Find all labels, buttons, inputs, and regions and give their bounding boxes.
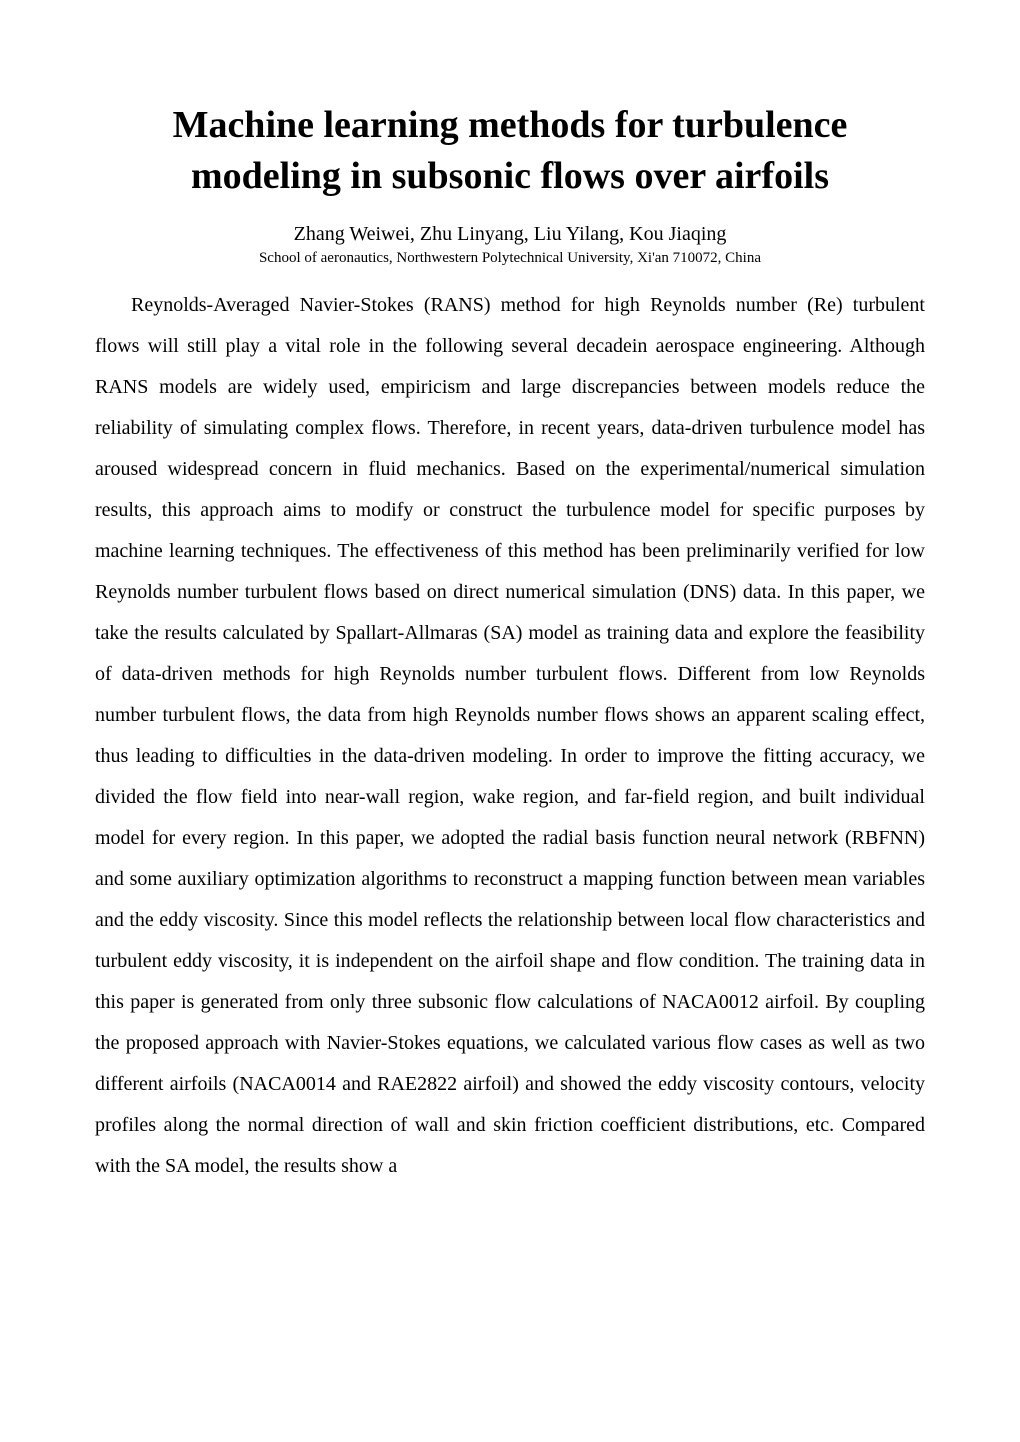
author-list: Zhang Weiwei, Zhu Linyang, Liu Yilang, K… (95, 223, 925, 246)
affiliation: School of aeronautics, Northwestern Poly… (95, 250, 925, 267)
paper-title: Machine learning methods for turbulence … (95, 100, 925, 203)
abstract-text: Reynolds-Averaged Navier-Stokes (RANS) m… (95, 285, 925, 1187)
